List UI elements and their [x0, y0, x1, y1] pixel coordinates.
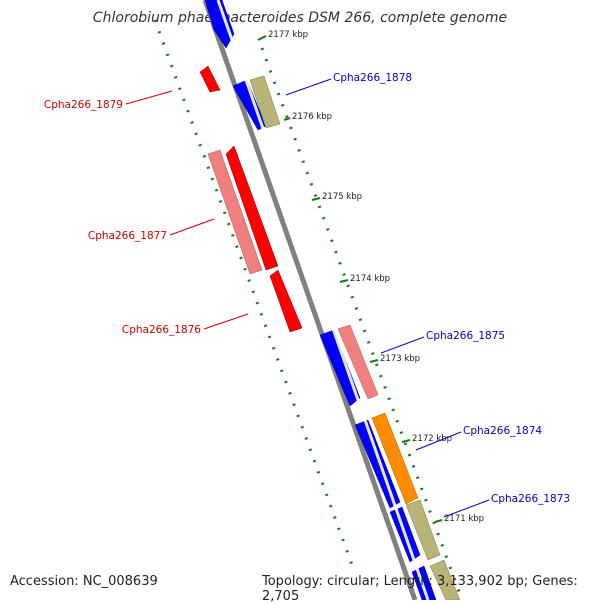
accession-label: Accession: NC_008639	[10, 574, 158, 589]
gene-label-cpha266-1877[interactable]: Cpha266_1877	[88, 230, 167, 242]
gene-label-cpha266-1873[interactable]: Cpha266_1873	[491, 493, 570, 505]
reverse-strand-genes	[199, 65, 303, 333]
tick-label: 2173 kbp	[380, 354, 420, 364]
gene-label-leader	[203, 313, 249, 330]
map-title: Chlorobium phaeobacteroides DSM 266, com…	[92, 10, 508, 26]
gene-label-leader	[169, 218, 215, 236]
tick-mark	[283, 117, 291, 121]
gene-feature-cpha266-1875-blue[interactable]	[319, 329, 361, 407]
tick-mark	[311, 197, 321, 201]
gene-feature-cpha266-1875-pink[interactable]	[337, 324, 379, 400]
gene-label-cpha266-1876[interactable]: Cpha266_1876	[122, 324, 201, 336]
gene-label-cpha266-1874[interactable]: Cpha266_1874	[463, 425, 542, 437]
genome-backbone	[202, 0, 418, 600]
gene-label-leader	[285, 78, 332, 96]
gene-feature-cpha266-1877-pink[interactable]	[207, 149, 263, 275]
gene-labels: Cpha266_1878 Cpha266_1879 Cpha266_1877 Cpha…	[44, 72, 570, 518]
gene-label-leader	[380, 336, 425, 354]
gene-label-cpha266-1878[interactable]: Cpha266_1878	[333, 72, 412, 84]
gene-label-cpha266-1875[interactable]: Cpha266_1875	[426, 330, 505, 342]
tick-label: 2172 kbp	[412, 434, 452, 444]
tick-label: 2175 kbp	[322, 192, 362, 202]
tick-label: 2174 kbp	[350, 274, 390, 284]
gc-track-inner	[260, 47, 464, 600]
tick-mark	[369, 359, 379, 363]
tick-label: 2177 kbp	[268, 30, 308, 40]
gene-label-leader	[443, 499, 490, 518]
gene-feature-cpha266-1879[interactable]	[199, 65, 221, 93]
tick-label: 2176 kbp	[292, 112, 332, 122]
tick-mark	[339, 279, 349, 283]
tick-mark	[257, 35, 267, 41]
forward-strand-genes	[204, 0, 461, 600]
gene-feature-top-blue[interactable]	[204, 0, 235, 49]
gene-feature-cpha266-1874-orange[interactable]	[371, 412, 419, 505]
gene-feature-bottom-khaki[interactable]	[429, 559, 461, 600]
gene-label-leader	[415, 431, 462, 451]
tick-mark	[434, 519, 443, 523]
tick-label: 2171 kbp	[444, 514, 484, 524]
tick-mark	[401, 439, 411, 443]
gene-feature-cpha266-1878-khaki[interactable]	[249, 75, 281, 129]
gene-feature-cpha266-1876[interactable]	[269, 269, 303, 333]
position-ticks: 2177 kbp 2176 kbp 2175 kbp 2174 kbp 2173 kbp…	[257, 30, 484, 524]
gc-track-outer	[153, 19, 354, 566]
gene-feature-cpha266-1877-red[interactable]	[225, 145, 279, 271]
gene-label-cpha266-1879[interactable]: Cpha266_1879	[44, 99, 123, 111]
gene-feature-cpha266-1873-khaki[interactable]	[405, 499, 441, 561]
gene-label-leader	[125, 90, 173, 105]
